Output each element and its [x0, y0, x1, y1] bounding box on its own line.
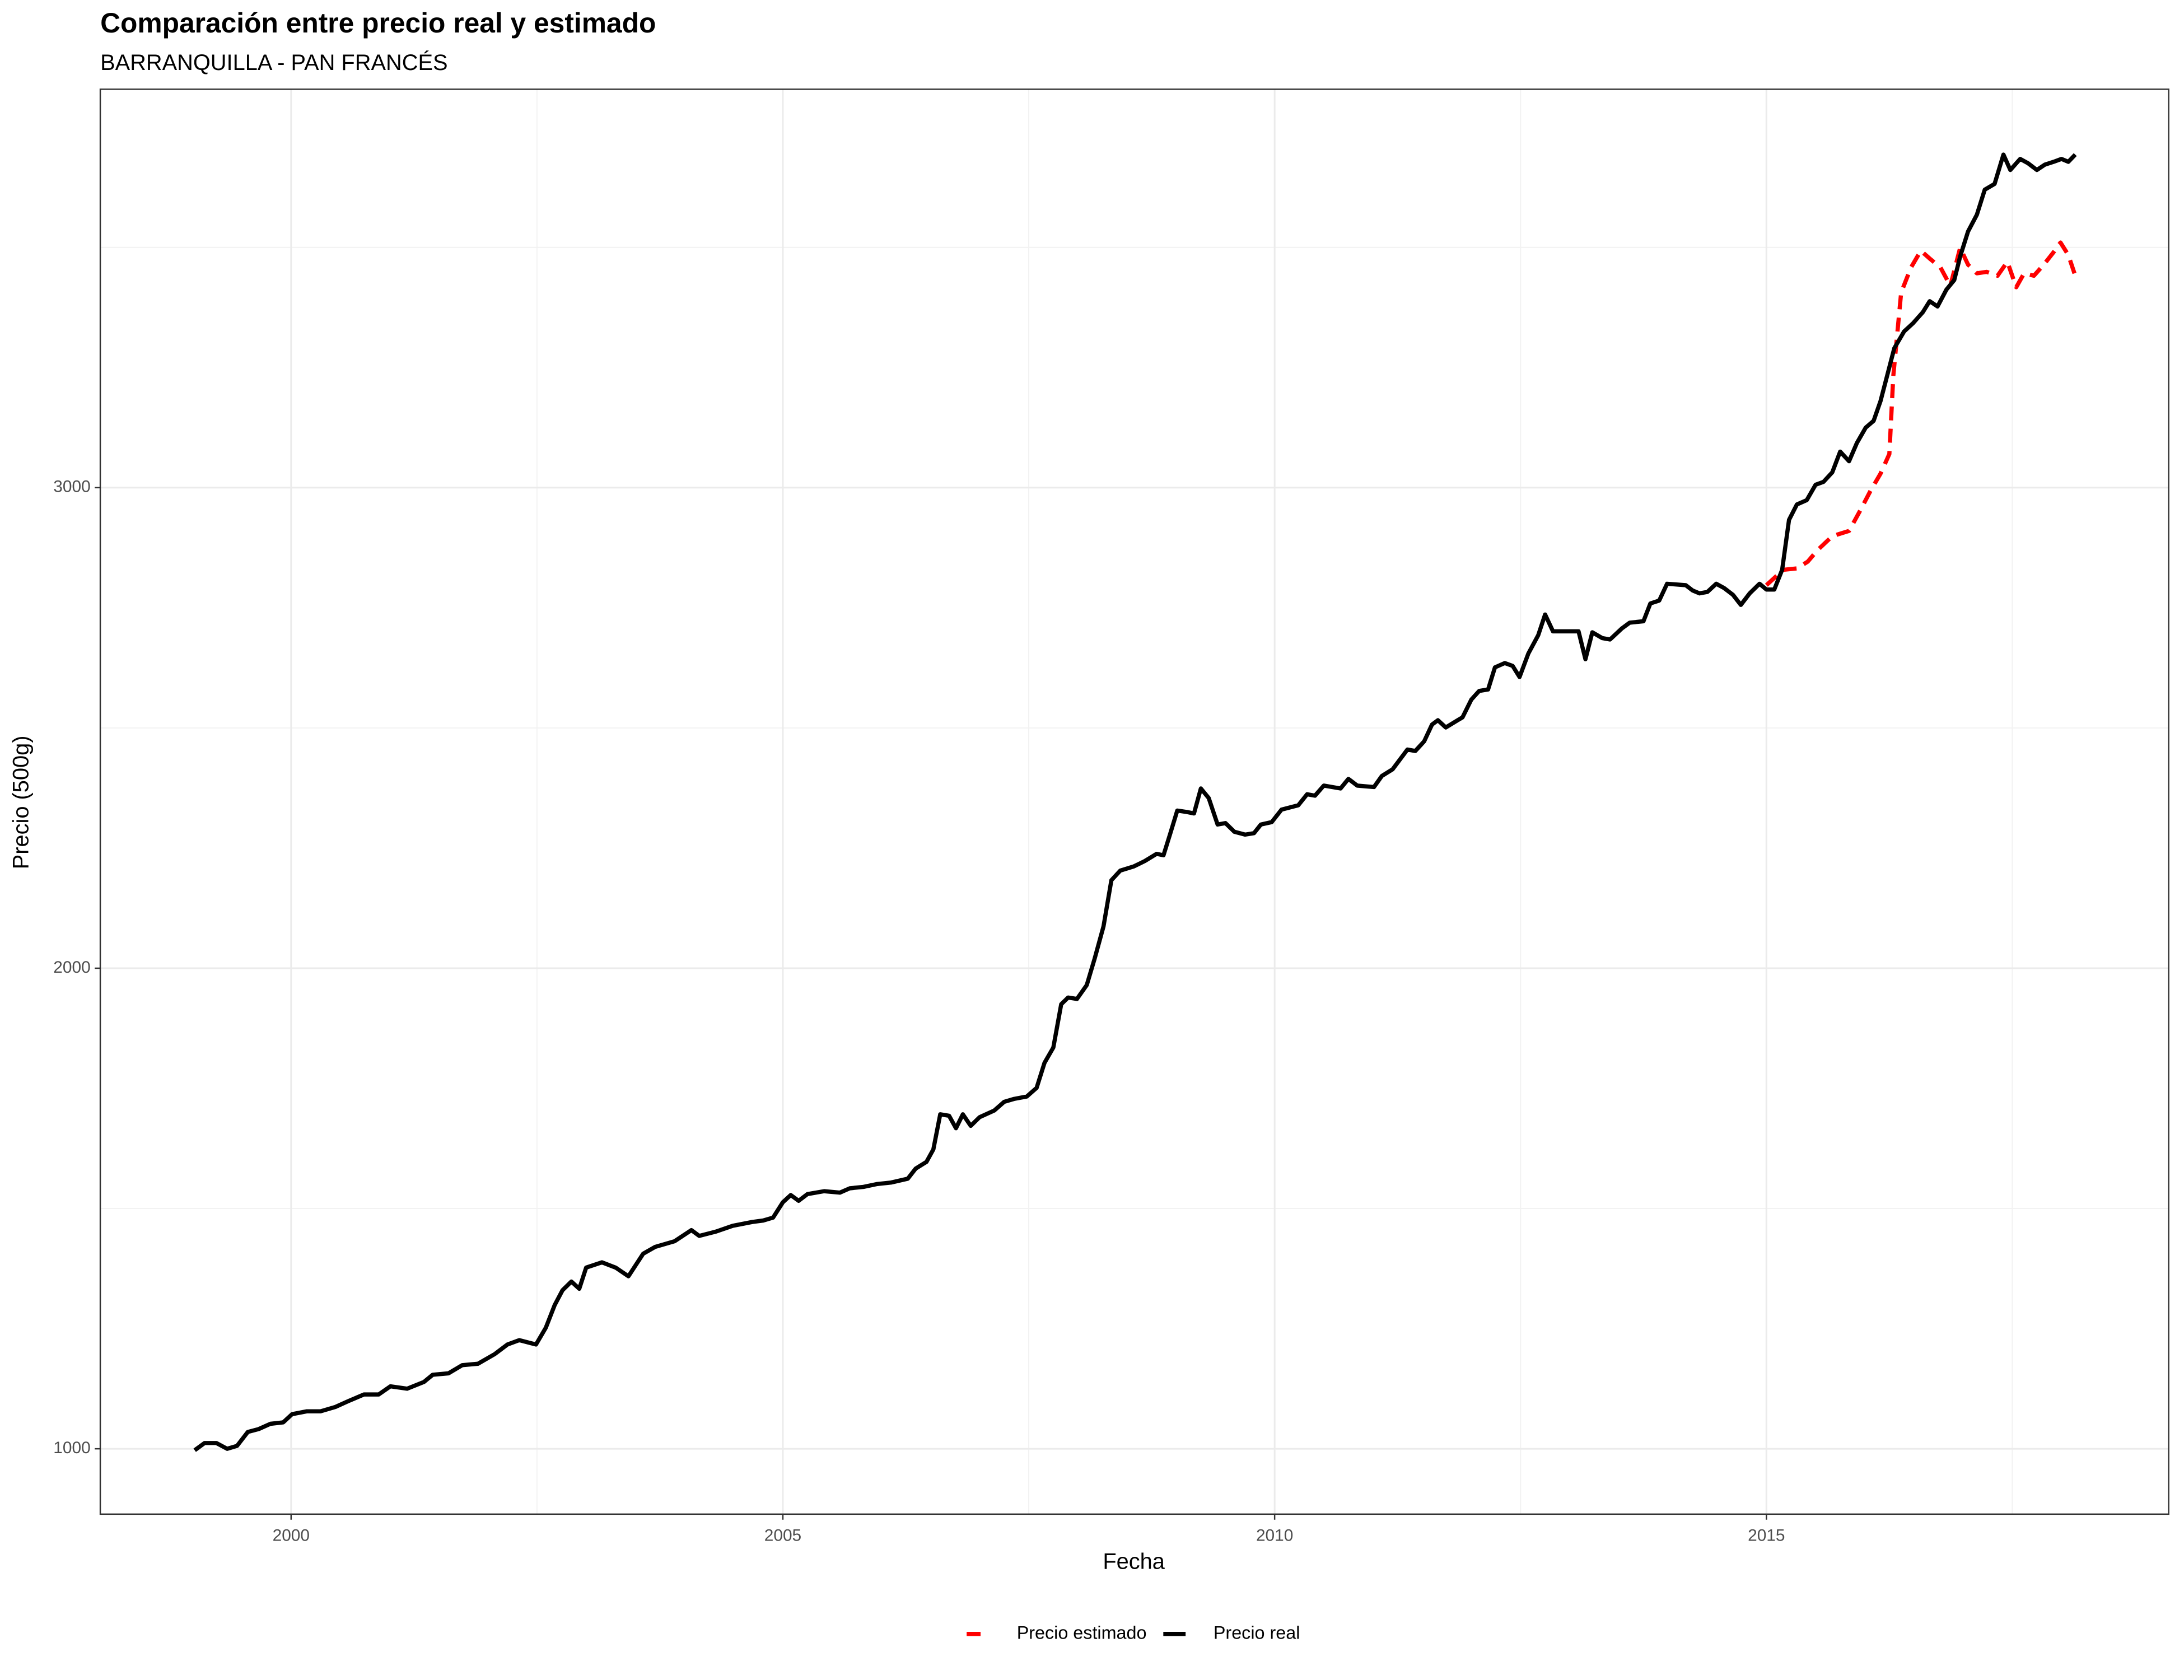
series-line [1765, 240, 2078, 587]
chart-title: Comparación entre precio real y estimado [100, 7, 656, 39]
x-axis-label: Fecha [1103, 1549, 1165, 1574]
legend: Precio estimado Precio real [967, 1622, 1300, 1642]
lines [193, 152, 2078, 1452]
x-tick-label: 2010 [1256, 1526, 1293, 1544]
series-line [193, 152, 2077, 1452]
y-tick-label: 1000 [53, 1439, 90, 1457]
panel [100, 89, 2169, 1514]
x-tick-label: 2005 [764, 1526, 801, 1544]
legend-label: Precio estimado [1017, 1622, 1147, 1642]
chart-subtitle: BARRANQUILLA - PAN FRANCÉS [100, 50, 447, 75]
y-axis-label: Precio (500g) [8, 735, 33, 869]
panel-border [99, 88, 2169, 1515]
x-tick-label: 2015 [1748, 1526, 1785, 1544]
grid [100, 89, 2169, 1514]
y-tick-label: 2000 [53, 958, 90, 977]
x-tick-label: 2000 [273, 1526, 310, 1544]
y-tick-label: 3000 [53, 478, 90, 496]
legend-label: Precio real [1214, 1622, 1300, 1642]
